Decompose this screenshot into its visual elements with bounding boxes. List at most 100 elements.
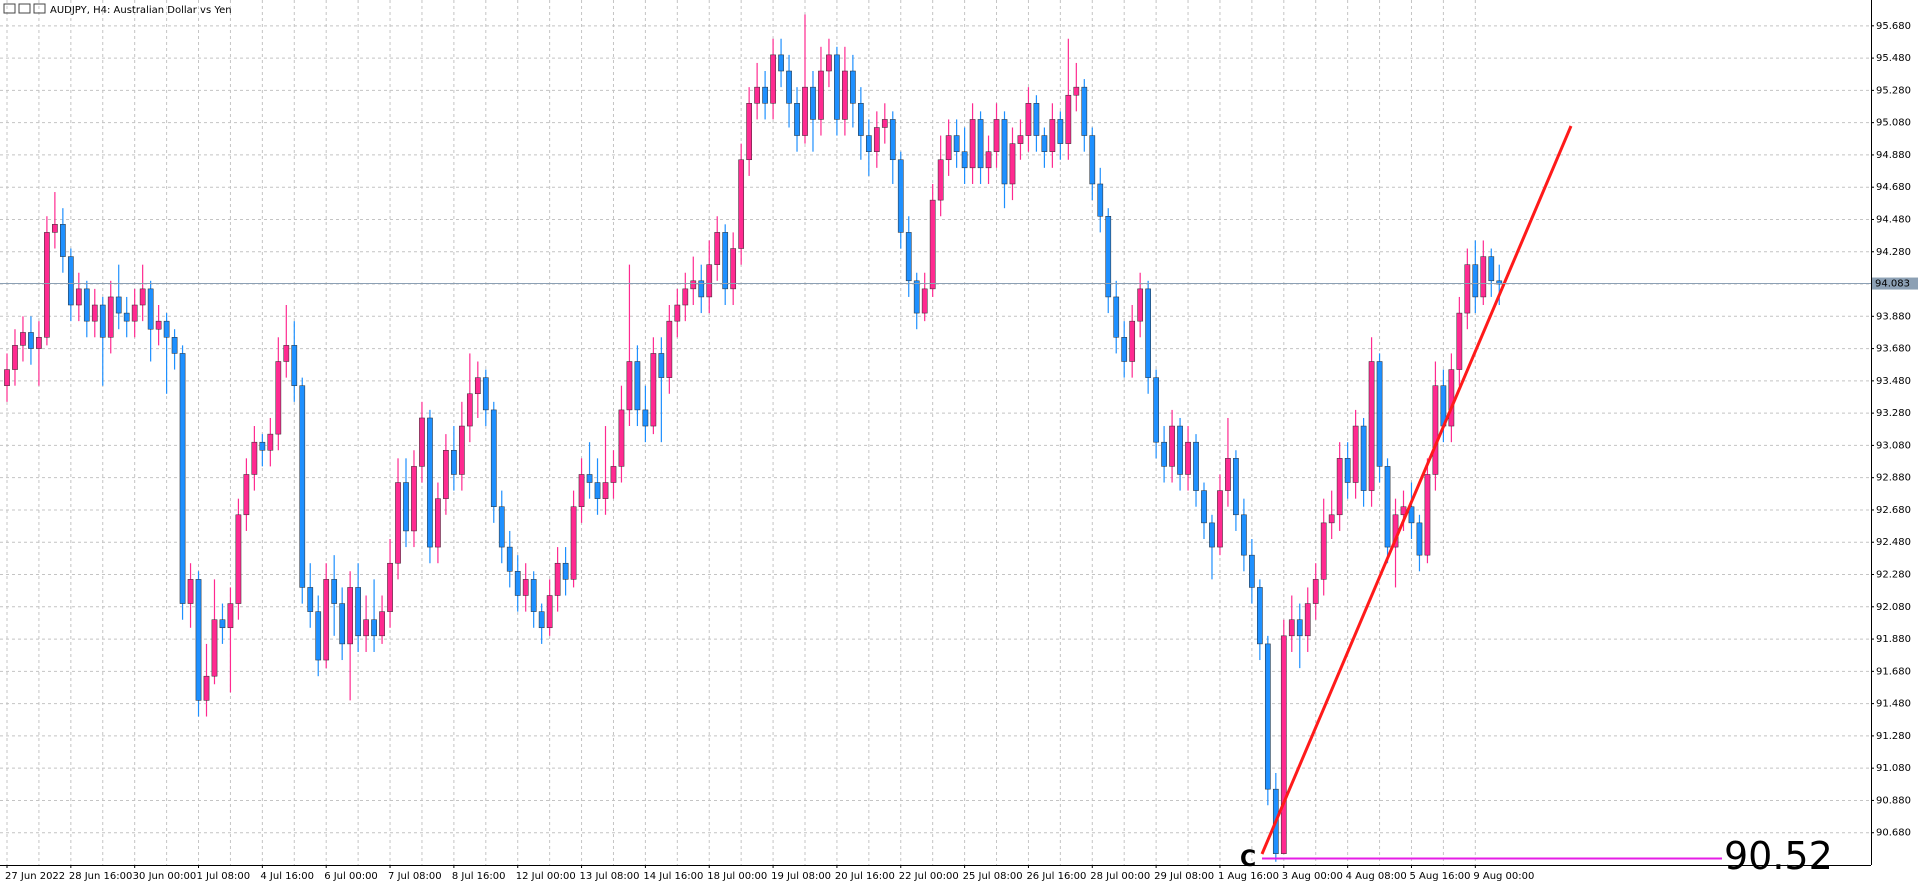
candle-body bbox=[187, 579, 194, 604]
candle-body bbox=[219, 619, 226, 629]
candle-body bbox=[44, 232, 50, 338]
candle-body bbox=[387, 562, 393, 612]
x-tick-label: 5 Aug 16:00 bbox=[1409, 871, 1470, 882]
candle-body bbox=[60, 224, 66, 257]
trendline bbox=[1260, 125, 1573, 855]
y-tick-label: 91.480 bbox=[1876, 699, 1911, 710]
candle-body bbox=[1201, 490, 1207, 524]
x-tick-label: 9 Aug 00:00 bbox=[1473, 871, 1534, 882]
current-price-label: 94.083 bbox=[1875, 279, 1910, 290]
candle-body bbox=[123, 312, 130, 322]
candle-body bbox=[83, 288, 90, 322]
candle-body bbox=[427, 417, 433, 548]
y-tick-label: 94.480 bbox=[1876, 214, 1911, 225]
candle-body bbox=[937, 159, 944, 201]
candle-body bbox=[171, 337, 178, 354]
candle-body bbox=[331, 579, 338, 604]
y-tick-label: 94.680 bbox=[1876, 182, 1911, 193]
candle-body bbox=[1177, 425, 1183, 475]
grid bbox=[0, 0, 1871, 865]
candle-body bbox=[1264, 643, 1271, 790]
candle-body bbox=[913, 280, 920, 314]
candle-body bbox=[12, 345, 18, 370]
level-label: 90.52 bbox=[1724, 834, 1833, 878]
candle-body bbox=[985, 151, 992, 169]
candle-body bbox=[1129, 320, 1136, 362]
candle-body bbox=[347, 587, 353, 645]
candle-body bbox=[969, 119, 976, 169]
y-tick-label: 92.680 bbox=[1876, 505, 1911, 516]
candle-body bbox=[323, 579, 330, 661]
candle-body bbox=[411, 466, 417, 532]
candle-body bbox=[28, 332, 34, 349]
candle-body bbox=[530, 579, 537, 612]
y-tick-label: 93.480 bbox=[1876, 376, 1911, 387]
icon bbox=[3, 3, 16, 14]
y-tick-label: 93.680 bbox=[1876, 344, 1911, 355]
candle-body bbox=[897, 159, 904, 233]
candle-body bbox=[1416, 522, 1423, 556]
candle-body bbox=[1368, 361, 1375, 491]
candle-body bbox=[1360, 425, 1367, 491]
candle-body bbox=[1328, 514, 1335, 524]
candle-body bbox=[1009, 143, 1016, 185]
candle-body bbox=[610, 466, 617, 483]
current-price-box bbox=[1872, 277, 1918, 290]
candle-body bbox=[107, 296, 114, 338]
candle-body bbox=[474, 377, 481, 395]
candle-body bbox=[778, 54, 784, 72]
annotation: C bbox=[1240, 847, 1256, 872]
candle-body bbox=[1448, 369, 1455, 427]
y-tick-label: 93.080 bbox=[1876, 440, 1911, 451]
candle-body bbox=[1017, 135, 1024, 144]
y-tick-label: 92.880 bbox=[1876, 473, 1911, 484]
candle-body bbox=[52, 224, 58, 233]
candle-body bbox=[1376, 361, 1383, 467]
candle-body bbox=[1041, 135, 1048, 152]
candle-body bbox=[738, 159, 745, 249]
candle-body bbox=[730, 248, 737, 290]
candle-body bbox=[211, 619, 218, 677]
candle-body bbox=[4, 369, 10, 386]
candle-body bbox=[706, 264, 713, 298]
candle-body bbox=[75, 288, 82, 306]
candle-body bbox=[1233, 458, 1239, 516]
candle-body bbox=[490, 409, 497, 507]
candle-body bbox=[1384, 466, 1391, 548]
x-tick-label: 20 Jul 16:00 bbox=[835, 871, 895, 882]
candle-body bbox=[91, 304, 98, 322]
candle-body bbox=[1424, 474, 1431, 556]
candle-body bbox=[1113, 296, 1120, 338]
candle-body bbox=[235, 514, 242, 604]
candle-body bbox=[1352, 425, 1359, 483]
candle-body bbox=[993, 119, 1000, 152]
candle-body bbox=[1057, 119, 1064, 144]
x-tick-label: 29 Jul 08:00 bbox=[1154, 871, 1214, 882]
candle-body bbox=[1073, 86, 1080, 96]
candle-body bbox=[1249, 554, 1255, 588]
y-tick-label: 95.280 bbox=[1876, 85, 1911, 96]
candle-body bbox=[155, 320, 162, 330]
candle-body bbox=[562, 562, 569, 580]
candle-body bbox=[363, 619, 369, 637]
candle-body bbox=[873, 127, 880, 152]
candle-body bbox=[586, 474, 593, 483]
candle-body bbox=[1121, 337, 1128, 362]
toolbar-icons bbox=[3, 3, 46, 14]
x-tick-label: 30 Jun 00:00 bbox=[133, 871, 197, 882]
candle-body bbox=[554, 562, 561, 596]
x-tick-label: 4 Jul 16:00 bbox=[260, 871, 314, 882]
candle-body bbox=[1081, 86, 1088, 136]
candle-body bbox=[1241, 514, 1247, 556]
candle-body bbox=[443, 450, 449, 499]
candle-body bbox=[594, 482, 601, 499]
candle-body bbox=[1161, 441, 1167, 467]
candle-body bbox=[1169, 425, 1175, 467]
candle-body bbox=[355, 587, 361, 637]
candle-body bbox=[538, 611, 545, 629]
candle-body bbox=[546, 595, 553, 629]
candle-body bbox=[482, 377, 489, 411]
x-tick-label: 19 Jul 08:00 bbox=[771, 871, 831, 882]
chart-title: AUDJPY, H4: Australian Dollar vs Yen bbox=[50, 5, 232, 16]
candle-body bbox=[227, 603, 234, 629]
